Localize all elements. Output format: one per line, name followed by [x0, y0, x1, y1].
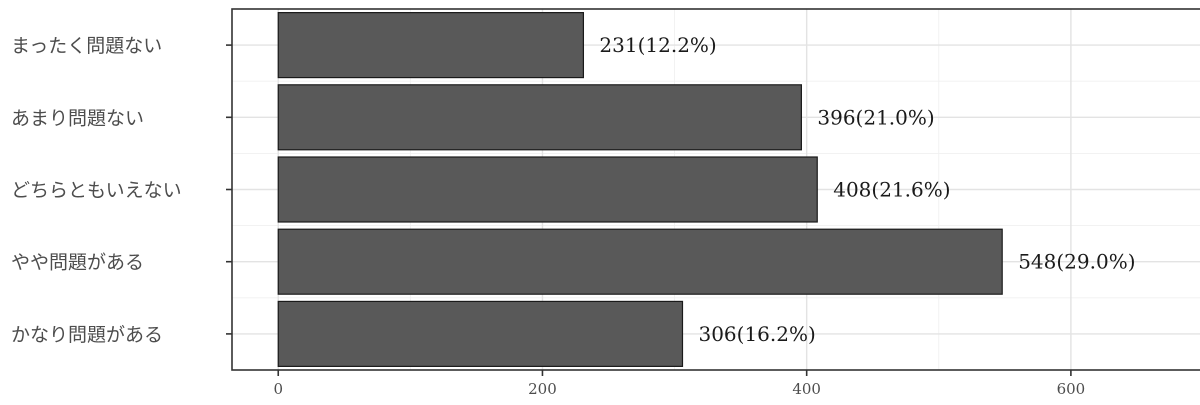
y-tick-label: やや問題がある [11, 252, 144, 274]
data-label: 548(29.0%) [1018, 250, 1135, 274]
data-label: 231(12.2%) [599, 33, 716, 57]
x-tick-label: 200 [528, 380, 557, 398]
data-labels: 231(12.2%) 396(21.0%) 408(21.6%) 548(29.0%)… [599, 33, 1135, 346]
y-tick-label: まったく問題ない [11, 35, 162, 57]
x-axis: 0 200 400 600 [273, 370, 1085, 398]
y-tick-label: どちらともいえない [11, 180, 182, 202]
y-tick-label: あまり問題ない [11, 107, 144, 129]
bar [277, 300, 684, 367]
y-tick-label: かなり問題がある [11, 324, 163, 346]
data-label: 306(16.2%) [698, 322, 815, 346]
data-label: 408(21.6%) [833, 178, 950, 202]
x-tick-label: 0 [273, 380, 283, 398]
x-tick-label: 600 [1057, 380, 1086, 398]
x-tick-label: 400 [792, 380, 821, 398]
bar [277, 228, 1003, 295]
bar [277, 12, 585, 79]
bars [277, 12, 1003, 367]
bar [277, 84, 802, 151]
data-label: 396(21.0%) [817, 105, 934, 129]
bar [277, 156, 818, 223]
